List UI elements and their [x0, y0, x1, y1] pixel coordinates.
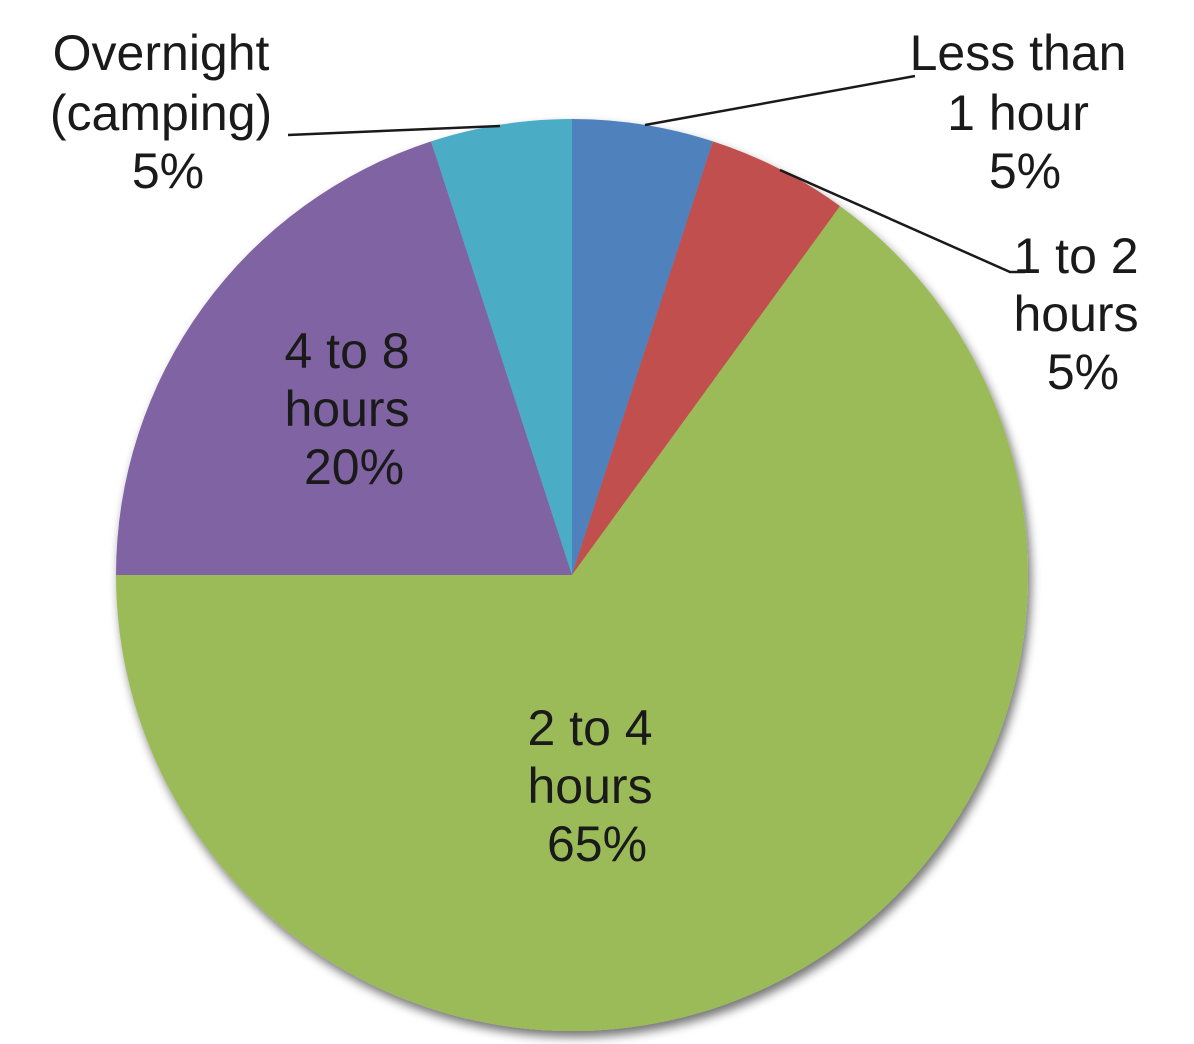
- slice-label-2-to-4-hours: 2 to 4 hours 65%: [527, 700, 666, 872]
- slice-label-overnight-camping: Overnight (camping) 5%: [50, 25, 286, 199]
- pie-slice-h4to8: [116, 141, 572, 575]
- pie-slice-lt1: [572, 119, 713, 575]
- pie-slices: [116, 119, 1028, 1032]
- leader-line-1-to-2-hours: [779, 168, 1025, 274]
- leader-line-less-than-1-hour: [644, 74, 916, 127]
- slice-label-4-to-8-hours: 4 to 8 hours 20%: [284, 323, 423, 495]
- slice-label-1-to-2-hours: 1 to 2 hours 5%: [1013, 228, 1152, 400]
- leader-line-overnight: [287, 124, 501, 137]
- pie-slice-night: [431, 119, 572, 575]
- pie-slice-h2to4: [116, 206, 1028, 1032]
- slice-label-less-than-1-hour: Less than 1 hour 5%: [910, 25, 1141, 199]
- pie-slice-h1to2: [572, 141, 841, 575]
